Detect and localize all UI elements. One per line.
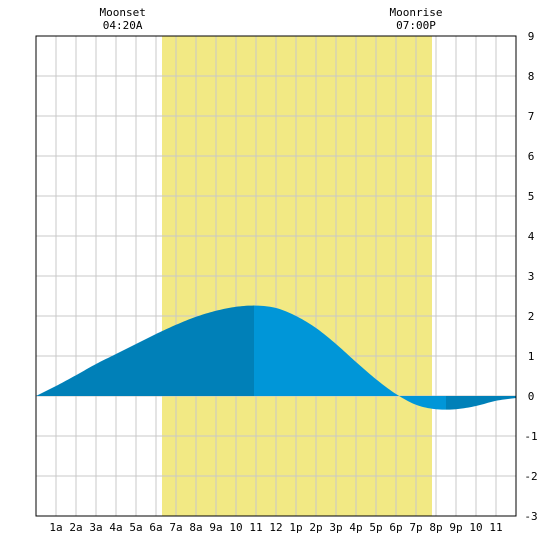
tide-area-layer xyxy=(36,305,516,410)
y-tick-label: 3 xyxy=(528,270,535,283)
y-tick-label: 7 xyxy=(528,110,535,123)
y-tick-label: -3 xyxy=(524,510,537,523)
x-tick-label: 9p xyxy=(449,521,462,534)
x-tick-label: 8p xyxy=(429,521,442,534)
x-tick-label: 10 xyxy=(229,521,242,534)
x-tick-label: 2p xyxy=(309,521,322,534)
event-time-label: 04:20A xyxy=(103,19,143,32)
y-tick-label: -1 xyxy=(524,430,537,443)
x-tick-label: 10 xyxy=(469,521,482,534)
event-time-label: 07:00P xyxy=(396,19,436,32)
x-tick-label: 11 xyxy=(489,521,502,534)
y-tick-label: 6 xyxy=(528,150,535,163)
tide-area-rising xyxy=(446,396,516,410)
tide-area-rising xyxy=(36,305,254,396)
x-tick-label: 7p xyxy=(409,521,422,534)
event-name-label: Moonrise xyxy=(390,6,443,19)
x-tick-label: 6a xyxy=(149,521,162,534)
x-tick-label: 4p xyxy=(349,521,362,534)
x-tick-label: 6p xyxy=(389,521,402,534)
y-tick-label: 9 xyxy=(528,30,535,43)
x-tick-labels: 1a 2a 3a 4a 5a 6a 7a 8a 9a 10 11 12 1p 2p 3p 4p 5p 6p 7p 8p… xyxy=(49,521,502,534)
x-tick-label: 3a xyxy=(89,521,102,534)
y-tick-label: 4 xyxy=(528,230,535,243)
x-tick-label: 5a xyxy=(129,521,142,534)
y-tick-label: 1 xyxy=(528,350,535,363)
x-tick-label: 9a xyxy=(209,521,222,534)
grid-layer xyxy=(36,36,516,516)
tide-area-falling xyxy=(254,305,446,410)
x-tick-label: 3p xyxy=(329,521,342,534)
y-tick-label: 5 xyxy=(528,190,535,203)
y-tick-label: 8 xyxy=(528,70,535,83)
x-tick-label: 4a xyxy=(109,521,122,534)
x-tick-label: 1p xyxy=(289,521,302,534)
y-tick-labels: -3 -2 -1 0 1 2 3 4 5 6 7 8 9 xyxy=(524,30,537,523)
y-tick-label: 0 xyxy=(528,390,535,403)
event-name-label: Moonset xyxy=(99,6,145,19)
x-tick-label: 1a xyxy=(49,521,62,534)
y-tick-label: 2 xyxy=(528,310,535,323)
y-tick-label: -2 xyxy=(524,470,537,483)
x-tick-label: 12 xyxy=(269,521,282,534)
x-tick-label: 7a xyxy=(169,521,182,534)
x-tick-label: 2a xyxy=(69,521,82,534)
plot-frame xyxy=(35,35,517,517)
x-tick-label: 8a xyxy=(189,521,202,534)
x-tick-label: 11 xyxy=(249,521,262,534)
x-tick-label: 5p xyxy=(369,521,382,534)
